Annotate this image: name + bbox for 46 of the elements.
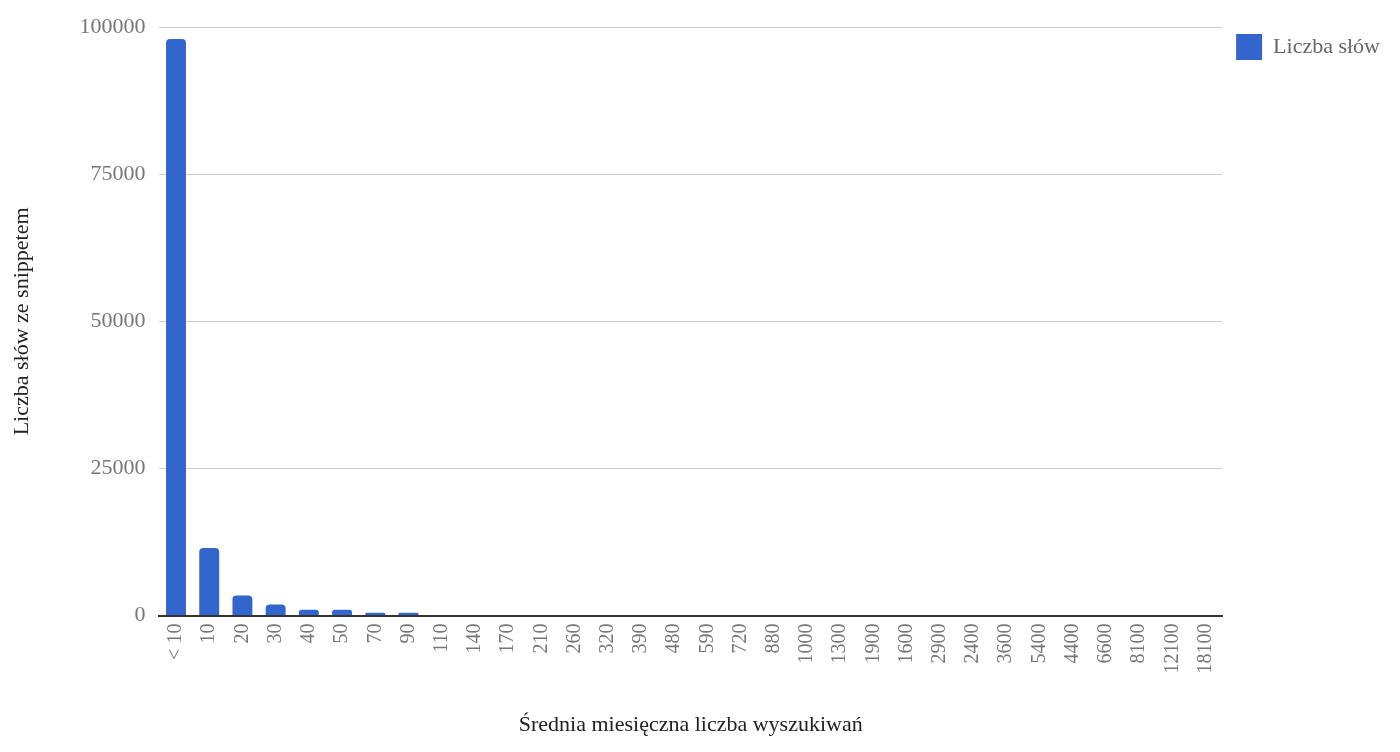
y-tick-label: 50000 (90, 307, 146, 333)
x-tick-label: < 10 (163, 623, 186, 660)
bar (265, 604, 286, 616)
bar (332, 609, 353, 616)
x-tick-label: 1900 (860, 623, 883, 664)
x-tick-label: 12100 (1159, 623, 1182, 674)
x-tick-label: 40 (296, 623, 319, 644)
x-tick-label: 6600 (1093, 623, 1116, 664)
x-tick-label: 1300 (827, 623, 850, 664)
x-tick-label: 480 (661, 623, 684, 654)
x-axis-title: Średnia miesięczna liczba wyszukiwań (518, 710, 863, 736)
x-tick-label: 4400 (1059, 623, 1082, 664)
x-tick-label: 390 (628, 623, 651, 654)
x-tick-label: 3600 (993, 623, 1016, 664)
x-tick-label: 10 (196, 623, 219, 644)
x-tick-label: 260 (561, 623, 584, 654)
x-tick-label: 2400 (960, 623, 983, 664)
x-tick-label: 18100 (1192, 623, 1215, 674)
x-tick-label: 210 (528, 623, 551, 654)
x-tick-label: 720 (727, 623, 750, 654)
bar (166, 38, 186, 616)
y-tick-label: 100000 (79, 12, 146, 38)
bar (199, 547, 220, 616)
bar (232, 595, 253, 616)
x-tick-label: 50 (329, 623, 352, 644)
y-tick-label: 75000 (90, 160, 146, 186)
x-tick-label: 590 (694, 623, 717, 654)
x-tick-label: 140 (462, 623, 485, 654)
x-tick-label: 5400 (1026, 623, 1049, 664)
x-tick-label: 90 (395, 623, 418, 644)
x-tick-label: 170 (495, 623, 518, 654)
x-tick-label: 70 (362, 623, 385, 644)
y-tick-label: 25000 (90, 454, 146, 480)
legend-label: Liczba słów (1273, 32, 1381, 58)
x-tick-label: 20 (229, 623, 252, 644)
x-tick-label: 110 (428, 623, 451, 653)
x-tick-label: 8100 (1126, 623, 1149, 664)
y-tick-label: 0 (134, 601, 146, 627)
x-tick-label: 2900 (927, 623, 950, 664)
x-tick-label: 1600 (893, 623, 916, 664)
y-axis-title: Liczba słów ze snippetem (7, 207, 33, 436)
x-tick-label: 880 (761, 623, 784, 654)
x-tick-label: 30 (262, 623, 285, 644)
x-tick-label: 1000 (794, 623, 817, 664)
x-tick-label: 320 (594, 623, 617, 654)
bar (298, 609, 319, 616)
